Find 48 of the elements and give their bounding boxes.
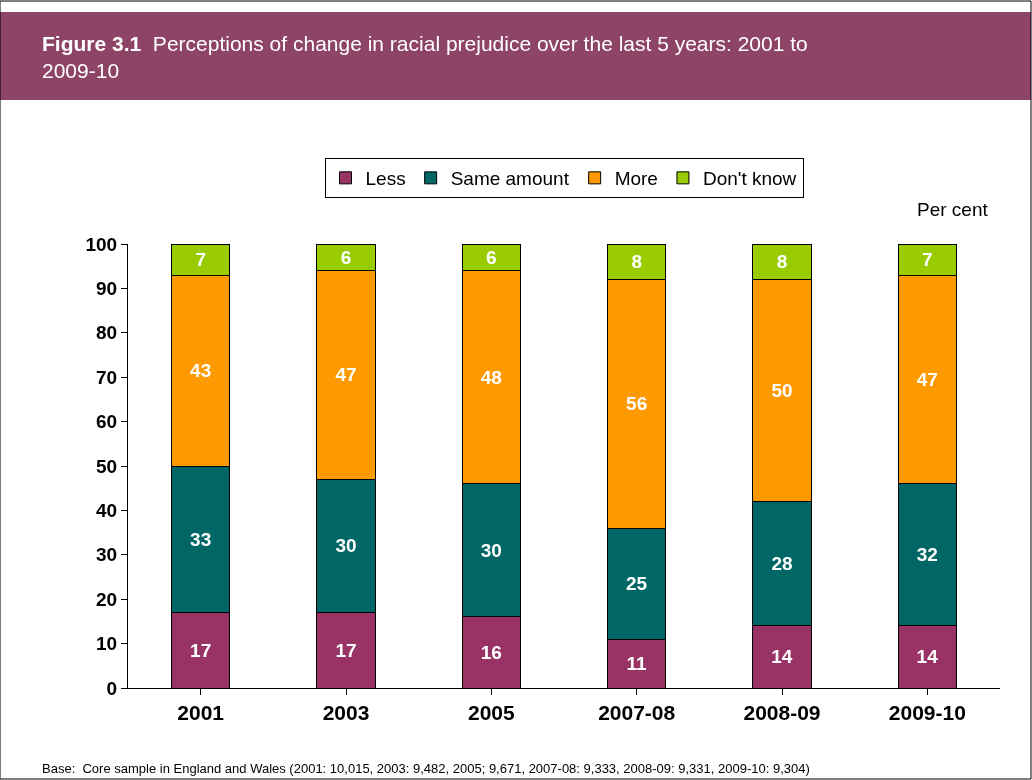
data-label: 30 — [335, 535, 357, 557]
data-label: 56 — [626, 393, 648, 415]
data-label: 8 — [631, 251, 642, 273]
y-tick-label: 50 — [96, 455, 118, 477]
data-label: 6 — [486, 246, 497, 268]
y-tick-label: 100 — [85, 233, 118, 255]
data-label: 11 — [626, 653, 647, 675]
data-label: 16 — [480, 641, 502, 663]
y-tick-label: 40 — [96, 500, 118, 522]
legend-label: Don't know — [702, 168, 797, 190]
y-tick-label: 80 — [96, 322, 118, 344]
y-axis-title: Per cent — [917, 199, 989, 220]
x-tick-label: 2009-10 — [888, 701, 966, 725]
y-tick-label: 10 — [96, 633, 118, 655]
data-label: 32 — [916, 544, 938, 566]
x-tick-label: 2007-08 — [598, 701, 676, 725]
y-tick-label: 70 — [96, 366, 118, 388]
data-label: 48 — [480, 366, 502, 388]
text: Base: Core sample in England and Wales (2001: 10,015, 2003: 9,482, 2005; 9,671, 2007-08: 9,333, 2008-09: 9,331, 2009-10: 9,304) — [42, 761, 810, 776]
data-label: 47 — [335, 364, 357, 386]
legend-label: Same amount — [450, 168, 570, 190]
legend-label: Less — [365, 168, 406, 190]
data-label: 14 — [771, 646, 793, 668]
data-label: 7 — [195, 249, 206, 271]
y-tick-label: 0 — [106, 677, 118, 699]
data-label: 7 — [922, 249, 933, 271]
legend-label: More — [614, 168, 658, 190]
y-tick-label: 30 — [96, 544, 118, 566]
data-label: 25 — [625, 573, 648, 595]
data-label: 28 — [771, 553, 793, 575]
data-label: 17 — [335, 639, 357, 661]
x-tick-label: 2001 — [177, 701, 225, 725]
x-tick-label: 2005 — [467, 701, 516, 725]
y-tick-label: 60 — [96, 411, 118, 433]
data-label: 47 — [916, 368, 938, 390]
x-tick-label: 2003 — [322, 701, 370, 725]
data-label: 6 — [340, 246, 352, 268]
x-tick-label: 2008-09 — [743, 701, 821, 725]
data-label: 14 — [916, 646, 939, 668]
data-label: 30 — [480, 539, 502, 561]
data-label: 33 — [190, 528, 212, 550]
y-tick-label: 90 — [96, 278, 118, 300]
data-label: 17 — [190, 639, 212, 661]
y-tick-label: 20 — [96, 588, 118, 610]
chart-title: Figure 3.1 Perceptions of change in racial prejudice over the last 5 years: 2001 to 2009-10 — [42, 32, 808, 83]
data-label: 43 — [190, 360, 212, 382]
data-label: 50 — [771, 380, 793, 402]
data-label: 8 — [776, 251, 788, 273]
